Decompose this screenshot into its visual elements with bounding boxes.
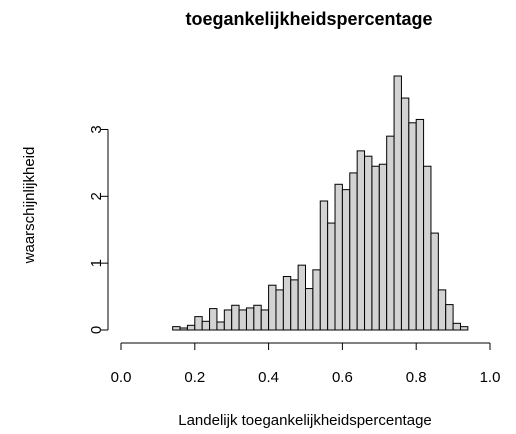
bar — [194, 316, 203, 331]
bar — [319, 200, 329, 331]
bar — [341, 189, 351, 331]
bar — [393, 75, 402, 331]
bar — [179, 327, 188, 331]
bar — [430, 232, 439, 331]
bar — [297, 264, 306, 331]
bar — [305, 288, 314, 331]
bar — [349, 172, 358, 331]
x-tick-label: 0.0 — [111, 369, 132, 386]
bar — [452, 322, 461, 331]
bar — [275, 289, 284, 331]
bar — [437, 289, 447, 331]
bar — [386, 135, 395, 331]
bar — [238, 309, 247, 331]
y-tick-label: 2 — [88, 192, 105, 200]
bar — [371, 165, 380, 331]
bar — [201, 320, 211, 331]
bar — [408, 122, 417, 331]
y-tick-label: 3 — [88, 125, 105, 133]
bar — [459, 326, 469, 331]
bar — [400, 97, 410, 331]
y-tick-label: 0 — [88, 326, 105, 334]
bar — [231, 304, 240, 331]
chart-title: toegankelijkheidspercentage — [185, 9, 432, 29]
bar — [245, 307, 255, 331]
bar — [186, 324, 196, 331]
bar — [364, 155, 373, 331]
bar — [290, 279, 299, 331]
bar — [445, 304, 454, 331]
bar — [423, 165, 432, 331]
bar — [260, 309, 270, 331]
bar — [253, 304, 262, 331]
bar — [282, 276, 292, 331]
bar — [312, 269, 321, 331]
x-tick-label: 0.6 — [332, 369, 353, 386]
bar — [327, 222, 336, 331]
x-tick-label: 0.4 — [258, 369, 279, 386]
y-axis-label: waarschijnlijkheid — [21, 147, 38, 265]
bar — [216, 321, 225, 331]
x-tick-label: 0.2 — [184, 369, 205, 386]
bar — [209, 308, 218, 331]
bar — [378, 163, 388, 331]
bar — [268, 284, 277, 331]
x-tick-label: 1.0 — [480, 369, 501, 386]
bar — [223, 309, 233, 331]
y-tick-label: 1 — [88, 259, 105, 267]
bar — [334, 183, 343, 331]
bar — [172, 326, 181, 331]
x-tick-label: 0.8 — [406, 369, 427, 386]
bar — [415, 118, 425, 331]
x-axis-label: Landelijk toegankelijkheidspercentage — [178, 412, 432, 429]
bar — [356, 150, 366, 331]
